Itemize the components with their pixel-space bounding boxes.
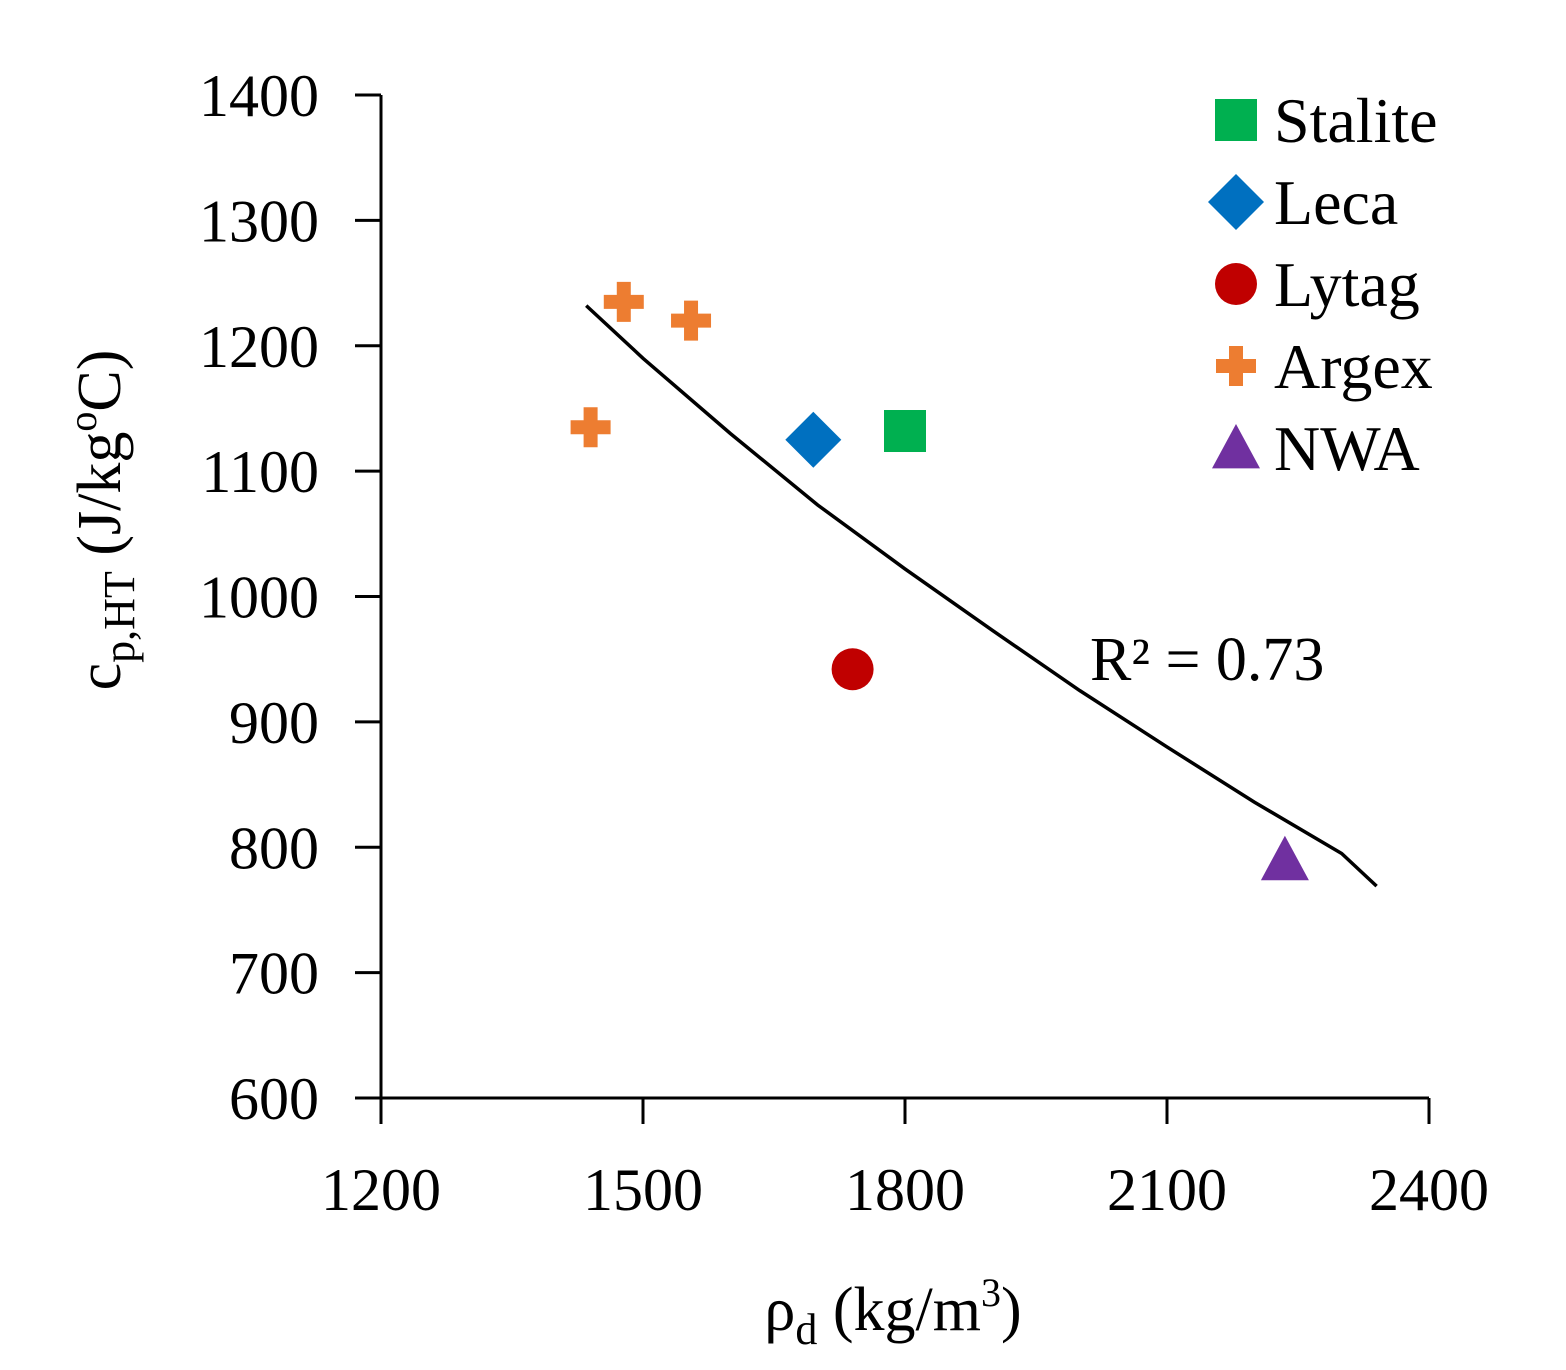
- legend-label-leca: Leca: [1274, 167, 1398, 238]
- y-axis-label: cp,HT (J/kgoC): [60, 350, 144, 691]
- trendline-group: R² = 0.73: [585, 304, 1378, 888]
- y-axis-label-close: C): [66, 350, 134, 412]
- y-tick-label: 1400: [199, 63, 319, 129]
- x-tick-label: 2400: [1369, 1157, 1489, 1223]
- x-axis-label-sub: d: [795, 1305, 817, 1354]
- data-point-argex: [603, 281, 644, 322]
- data-point-nwa: [1260, 835, 1309, 881]
- x-ticks: 1200 1500 1800 2100 2400: [321, 1098, 1489, 1223]
- legend-label-nwa: NWA: [1274, 413, 1420, 484]
- y-tick-label: 800: [229, 815, 319, 881]
- x-tick-label: 1500: [583, 1157, 703, 1223]
- y-tick-label: 1100: [201, 439, 319, 505]
- legend: Stalite Leca Lytag Argex NWA: [1208, 85, 1438, 484]
- trendline: [585, 304, 1378, 888]
- legend-marker-stalite: [1215, 99, 1257, 141]
- data-point-leca: [785, 411, 842, 468]
- x-axis-label-base: ρ: [764, 1276, 795, 1344]
- y-ticks: 600 700 800 900 1000 1100 1200 1300 1400: [199, 63, 381, 1132]
- axes: [379, 95, 1429, 1100]
- legend-marker-leca: [1208, 174, 1264, 230]
- y-axis-label-sub: p,HT: [95, 571, 144, 663]
- x-axis-label: ρd (kg/m3): [764, 1270, 1021, 1354]
- legend-label-lytag: Lytag: [1274, 249, 1420, 320]
- y-tick-label: 700: [229, 941, 319, 1007]
- y-tick-label: 1300: [199, 188, 319, 254]
- x-tick-label: 2100: [1107, 1157, 1227, 1223]
- y-tick-label: 900: [229, 690, 319, 756]
- x-tick-label: 1800: [845, 1157, 965, 1223]
- y-axis-label-rest: (J/kg: [66, 432, 134, 572]
- legend-marker-nwa: [1212, 424, 1260, 469]
- legend-marker-lytag: [1215, 263, 1257, 305]
- y-tick-label: 1000: [199, 565, 319, 631]
- data-point-stalite: [884, 410, 926, 453]
- data-point-argex: [570, 407, 611, 448]
- x-tick-label: 1200: [321, 1157, 441, 1223]
- x-axis-label-rest: (kg/m: [817, 1276, 981, 1344]
- y-axis-label-sup: o: [60, 412, 105, 432]
- data-points: [570, 281, 1309, 881]
- y-axis-label-base: c: [66, 663, 134, 691]
- legend-label-stalite: Stalite: [1274, 85, 1438, 156]
- legend-marker-argex: [1216, 346, 1256, 386]
- r-squared-label: R² = 0.73: [1090, 626, 1324, 694]
- x-axis-label-sup: 3: [981, 1270, 1001, 1315]
- data-point-lytag: [831, 648, 874, 691]
- data-point-argex: [671, 300, 712, 341]
- x-axis-label-close: ): [1001, 1276, 1022, 1344]
- y-tick-label: 600: [229, 1066, 319, 1132]
- y-tick-label: 1200: [199, 314, 319, 380]
- legend-label-argex: Argex: [1274, 331, 1433, 402]
